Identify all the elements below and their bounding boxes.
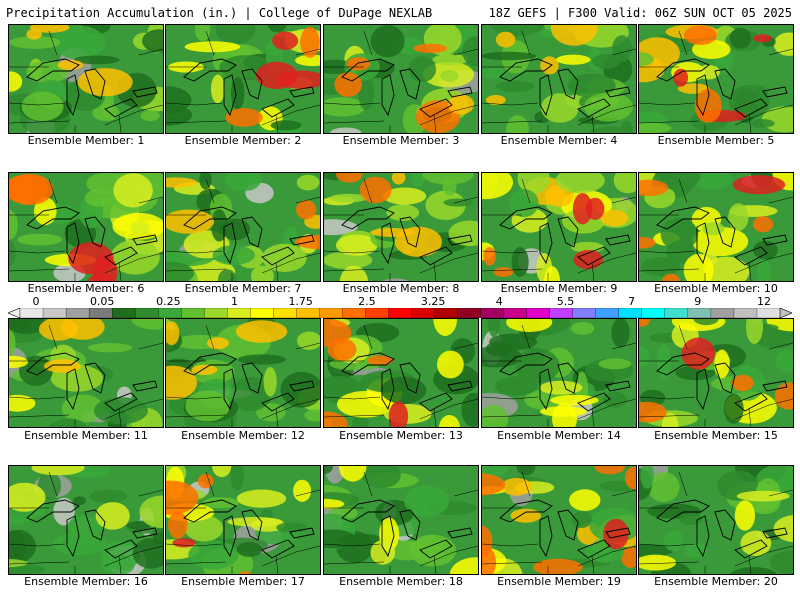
ensemble-member-label: Ensemble Member: 12 [181, 429, 305, 442]
ensemble-member-label: Ensemble Member: 5 [657, 134, 775, 147]
ensemble-member-map [481, 465, 637, 575]
ensemble-member-map [638, 465, 794, 575]
colorbar-swatch [42, 308, 67, 318]
ensemble-member-label: Ensemble Member: 16 [24, 575, 148, 588]
ensemble-member-map [8, 172, 164, 282]
colorbar-tick-label: 12 [757, 295, 771, 308]
ensemble-member-map [165, 465, 321, 575]
ensemble-member-label: Ensemble Member: 3 [342, 134, 460, 147]
colorbar-swatch [618, 308, 643, 318]
ensemble-member-map [481, 172, 637, 282]
ensemble-member-label: Ensemble Member: 15 [654, 429, 778, 442]
colorbar-swatch [181, 308, 205, 318]
colorbar-swatch [457, 308, 482, 318]
colorbar-swatch [595, 308, 620, 318]
ensemble-member-label: Ensemble Member: 14 [497, 429, 621, 442]
colorbar-arrow-right [779, 308, 792, 318]
ensemble-member-label: Ensemble Member: 4 [500, 134, 618, 147]
ensemble-member-label: Ensemble Member: 19 [497, 575, 621, 588]
ensemble-member-label: Ensemble Member: 6 [27, 282, 145, 295]
ensemble-member-label: Ensemble Member: 2 [184, 134, 302, 147]
colorbar-swatch [88, 308, 113, 318]
colorbar-swatch [135, 308, 159, 318]
colorbar-tick-label: 2.5 [358, 295, 376, 308]
colorbar-swatch [480, 308, 505, 318]
ensemble-member-map [8, 318, 164, 428]
ensemble-member-map [638, 318, 794, 428]
colorbar-swatch [65, 308, 90, 318]
precip-colorbar [8, 308, 792, 318]
colorbar-swatch [503, 308, 528, 318]
colorbar-tick-label: 9 [694, 295, 702, 308]
ensemble-member-map [323, 465, 479, 575]
colorbar-swatch [250, 308, 274, 318]
ensemble-member-label: Ensemble Member: 7 [184, 282, 302, 295]
colorbar-tick-label: 0.25 [156, 295, 181, 308]
colorbar-swatch [319, 308, 343, 318]
colorbar-swatch [111, 308, 136, 318]
colorbar-swatch [756, 308, 781, 318]
colorbar-tick-label: 5.5 [556, 295, 575, 308]
colorbar-swatch [549, 308, 574, 318]
colorbar-swatch [342, 308, 366, 318]
colorbar-swatch [641, 308, 666, 318]
colorbar-tick-label: 1.75 [288, 295, 313, 308]
colorbar-swatch [227, 308, 251, 318]
ensemble-member-label: Ensemble Member: 11 [24, 429, 148, 442]
colorbar-swatch [365, 308, 389, 318]
colorbar-swatch [388, 308, 412, 318]
ensemble-member-map [638, 172, 794, 282]
colorbar-tick-label: 0.05 [89, 295, 115, 308]
ensemble-member-map [323, 318, 479, 428]
colorbar-swatch [19, 308, 44, 318]
ensemble-member-map [8, 465, 164, 575]
ensemble-member-label: Ensemble Member: 1 [27, 134, 145, 147]
colorbar-tick-label: 3.25 [420, 295, 446, 308]
ensemble-member-label: Ensemble Member: 8 [342, 282, 460, 295]
colorbar-swatch [296, 308, 320, 318]
colorbar-swatch [572, 308, 597, 318]
ensemble-member-map [165, 172, 321, 282]
colorbar-swatch [204, 308, 228, 318]
ensemble-member-label: Ensemble Member: 9 [500, 282, 618, 295]
ensemble-member-map [481, 318, 637, 428]
ensemble-member-map [323, 24, 479, 134]
colorbar-tick-label: 7 [628, 295, 636, 308]
colorbar-tick-label: 1 [231, 295, 238, 308]
colorbar-swatch [733, 308, 758, 318]
ensemble-member-map [8, 24, 164, 134]
colorbar-arrow-left [8, 308, 21, 318]
colorbar-swatch [664, 308, 689, 318]
colorbar-swatch [687, 308, 712, 318]
colorbar-tick-label: 0 [32, 295, 40, 308]
colorbar-swatch [158, 308, 182, 318]
model-valid-time: 18Z GEFS | F300 Valid: 06Z SUN OCT 05 20… [488, 6, 792, 20]
ensemble-member-map [481, 24, 637, 134]
colorbar-swatch [710, 308, 735, 318]
ensemble-member-map [165, 24, 321, 134]
map-title: Precipitation Accumulation (in.) | Colle… [6, 6, 433, 20]
ensemble-member-map [323, 172, 479, 282]
colorbar-swatch [434, 308, 459, 318]
ensemble-member-map [638, 24, 794, 134]
colorbar-tick-label: 4 [495, 295, 503, 308]
ensemble-member-map [165, 318, 321, 428]
ensemble-member-label: Ensemble Member: 20 [654, 575, 778, 588]
colorbar-swatch [273, 308, 297, 318]
ensemble-member-label: Ensemble Member: 18 [339, 575, 463, 588]
colorbar-swatch [411, 308, 435, 318]
colorbar-labels: 0 0.05 0.25 1 1.75 2.5 3.25 4 5.5 7 9 12 [0, 295, 800, 308]
ensemble-member-label: Ensemble Member: 10 [654, 282, 778, 295]
ensemble-member-label: Ensemble Member: 13 [339, 429, 463, 442]
colorbar-swatch [526, 308, 551, 318]
ensemble-member-label: Ensemble Member: 17 [181, 575, 305, 588]
